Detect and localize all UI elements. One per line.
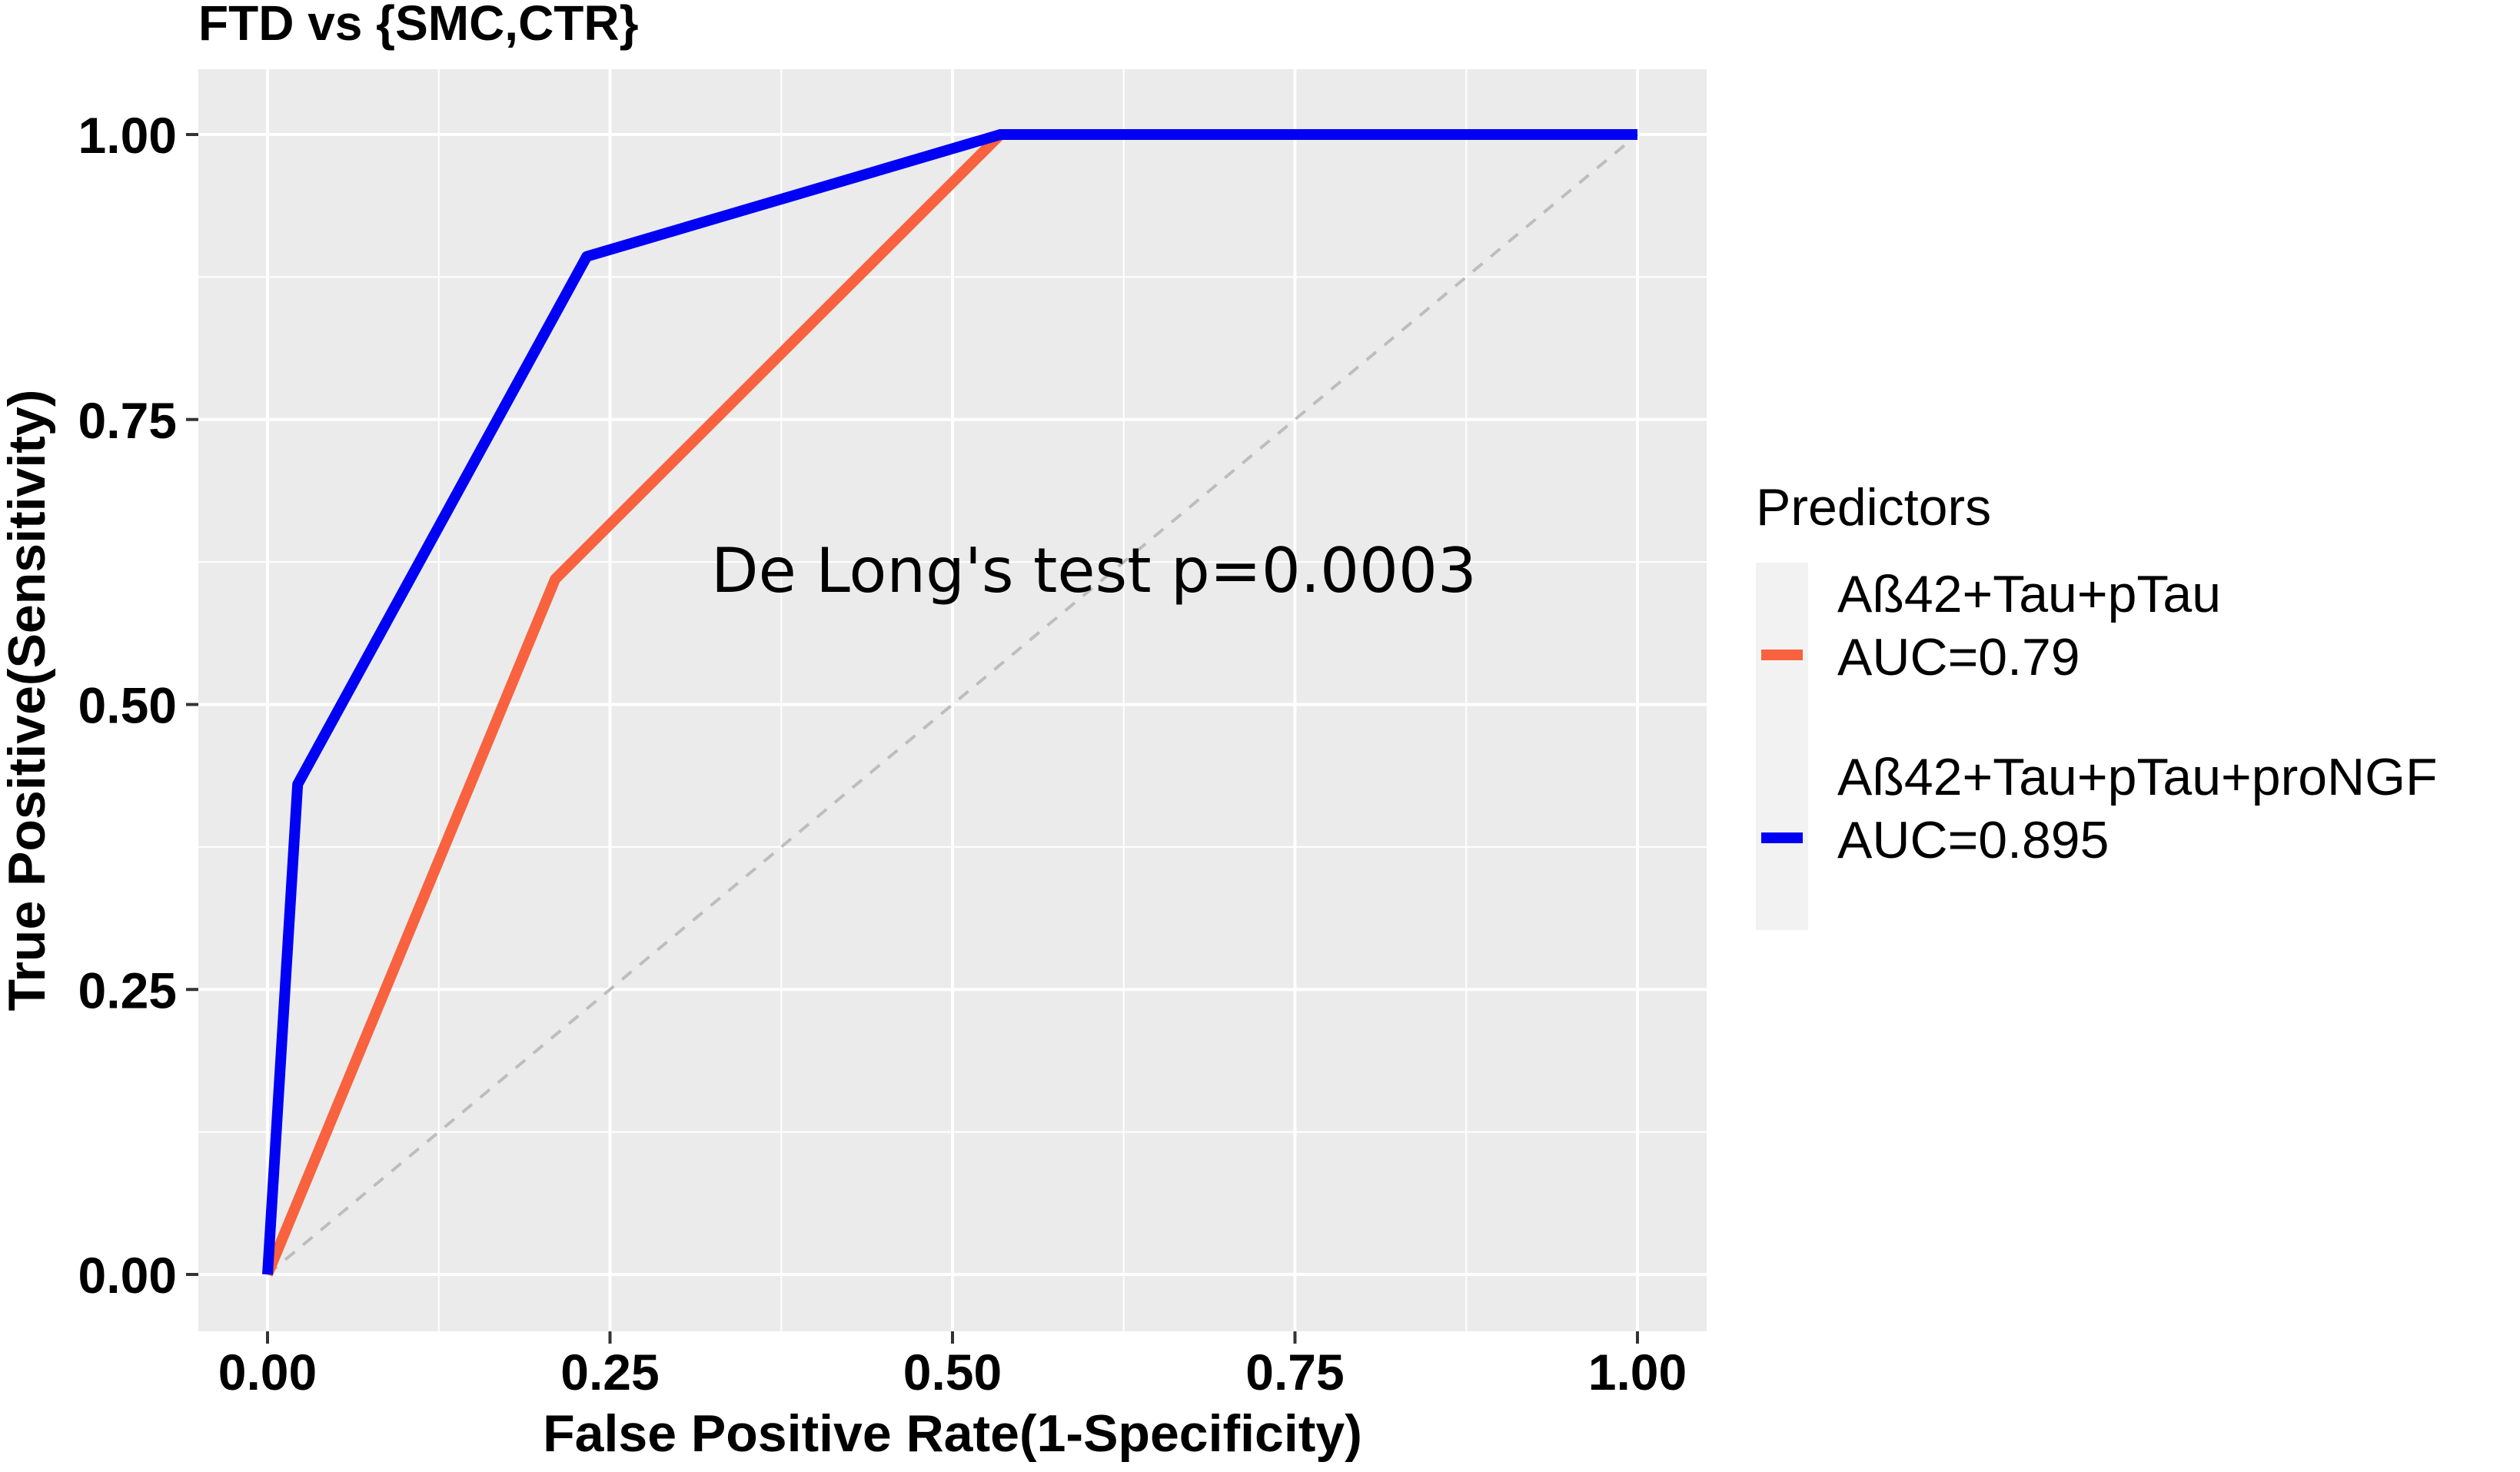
major-gridlines [198,69,1707,1331]
delong-test-annotation: De Long's test p=0.0003 [711,535,1477,606]
y-tick-label: 1.00 [78,107,177,164]
legend-entry-blue-label-line1: Aß42+Tau+pTau+proNGF [1837,748,2438,806]
legend-entry-red: Aß42+Tau+pTau AUC=0.79 [1761,565,2221,686]
legend-entry-blue: Aß42+Tau+pTau+proNGF AUC=0.895 [1761,748,2438,869]
x-tick-label: 0.00 [218,1344,317,1401]
chart-title: FTD vs {SMC,CTR} [198,0,639,51]
legend-entry-blue-label-line2: AUC=0.895 [1837,811,2109,869]
roc-line-blue [262,129,1637,1275]
x-tick-label: 1.00 [1588,1344,1687,1401]
y-tick-label: 0.75 [78,392,177,449]
y-tick-label: 0.00 [78,1247,177,1304]
x-tick-label: 0.50 [903,1344,1002,1401]
y-axis-label: True Positive(Sensitivity) [0,390,56,1012]
x-axis-label: False Positive Rate(1-Specificity) [543,1404,1362,1463]
legend: Predictors Aß42+Tau+pTau AUC=0.79 Aß42+T… [1756,478,2438,930]
y-tick-label: 0.25 [78,962,177,1018]
x-tick-label: 0.25 [560,1344,659,1401]
x-axis-ticks: 0.00 0.25 0.50 0.75 1.00 [218,1331,1687,1401]
legend-title: Predictors [1756,478,1991,537]
x-tick-label: 0.75 [1245,1344,1344,1401]
legend-entry-red-label-line2: AUC=0.79 [1837,628,2080,686]
reference-diagonal-line [266,133,1639,1276]
legend-entry-red-label-line1: Aß42+Tau+pTau [1837,565,2221,623]
roc-series [262,129,1637,1277]
legend-key-background [1756,563,1808,930]
y-axis-ticks: 0.00 0.25 0.50 0.75 1.00 [78,107,198,1304]
y-tick-label: 0.50 [78,677,177,734]
